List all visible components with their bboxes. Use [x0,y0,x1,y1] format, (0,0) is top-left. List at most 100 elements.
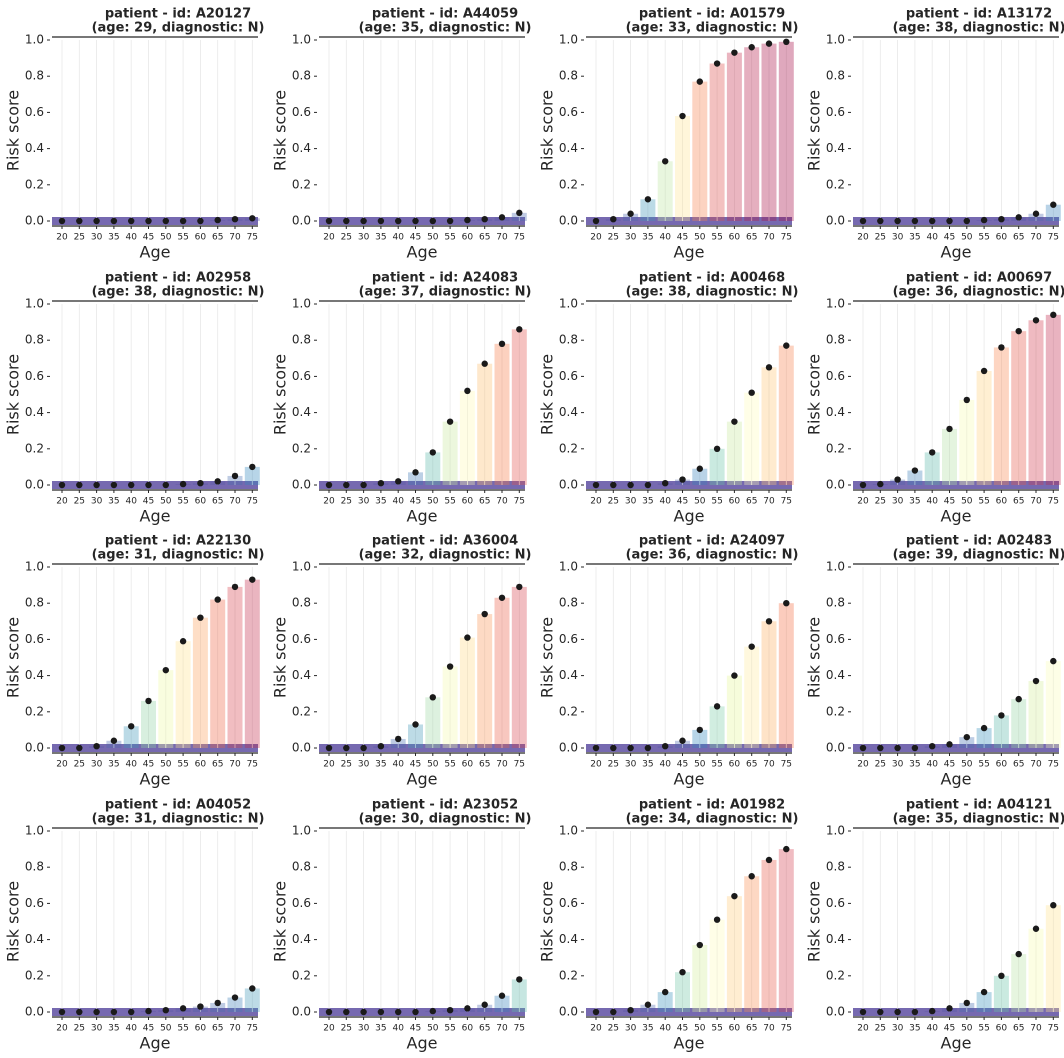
risk-dot [360,1008,367,1016]
panel: patient - id: A23052(age: 30, diagnostic… [271,798,532,1053]
y-tick-label: 0.6 [559,632,578,646]
x-tick-label: 35 [642,233,653,243]
risk-dot [946,1005,953,1012]
x-tick-label: 75 [514,760,525,770]
x-tick-label: 55 [444,497,455,507]
risk-spread [494,343,510,485]
panel-subtitle: (age: 38, diagnostic: N) [626,285,799,300]
x-tick-label: 45 [410,233,421,243]
risk-dot [929,742,936,750]
y-tick-label: 0.8 [826,69,845,83]
x-tick-label: 75 [1048,1024,1059,1034]
x-tick-label: 65 [746,760,757,770]
y-tick-label: 0.2 [25,968,44,982]
risk-spread [1045,905,1061,1012]
x-axis-label: Age [140,770,171,789]
x-tick-label: 65 [479,233,490,243]
panel: patient - id: A13172(age: 38, diagnostic… [805,7,1064,262]
x-tick-label: 20 [323,233,335,243]
x-tick-label: 25 [74,760,85,770]
risk-dot [464,634,471,641]
y-tick-label: 1.0 [559,297,578,311]
x-tick-label: 20 [56,1024,68,1034]
risk-spread [993,975,1009,1012]
risk-spread [761,367,777,485]
risk-dot [58,217,66,225]
risk-dot [464,216,471,224]
risk-dot [963,217,970,225]
y-tick-label: 0.2 [826,968,845,982]
risk-spread [244,579,260,748]
x-tick-label: 45 [944,1024,955,1034]
risk-dot [894,476,901,483]
y-tick-label: 1.0 [826,33,845,47]
risk-spread [640,1004,656,1012]
risk-dot [980,216,988,224]
x-tick-label: 50 [427,760,439,770]
y-tick-label: 0.6 [826,896,845,910]
x-tick-label: 65 [479,497,490,507]
baseline-band [319,481,525,489]
panel: patient - id: A02483(age: 39, diagnostic… [805,534,1064,789]
x-tick-label: 60 [996,760,1008,770]
y-tick-label: 0.4 [25,405,44,419]
x-axis-label: Age [674,243,705,262]
x-axis-label: Age [407,507,438,526]
x-tick-label: 75 [247,497,258,507]
x-tick-label: 45 [677,497,688,507]
y-tick-label: 0.0 [25,214,44,228]
x-tick-label: 45 [410,497,421,507]
x-axis-label: Age [407,770,438,789]
x-tick-label: 20 [857,233,869,243]
risk-dot [998,344,1005,351]
y-tick-label: 0.6 [25,105,44,119]
y-tick-label: 0.8 [25,860,44,874]
risk-dot [93,742,100,750]
risk-dot [877,217,884,225]
risk-dot [412,721,419,728]
risk-dot [498,340,506,348]
x-tick-label: 20 [56,760,68,770]
risk-dot [395,735,402,743]
risk-dot [464,1005,471,1012]
risk-spread [227,997,243,1012]
risk-dot [360,217,367,225]
risk-dot [343,217,350,225]
risk-dot [592,481,600,489]
x-tick-label: 30 [91,760,103,770]
risk-spread [976,728,992,748]
risk-dot [946,425,953,433]
risk-dot [58,744,66,752]
panel-title: patient - id: A02958 [105,271,251,286]
risk-dot [765,618,773,625]
risk-dot [783,600,790,607]
risk-dot [610,1008,617,1016]
x-tick-label: 60 [195,497,207,507]
x-tick-label: 20 [857,1024,869,1034]
x-tick-label: 30 [91,233,103,243]
baseline-band [586,744,792,752]
panel: patient - id: A00468(age: 38, diagnostic… [538,271,799,526]
x-tick-label: 50 [961,233,973,243]
y-tick-label: 0.2 [25,441,44,455]
risk-spread [390,738,406,748]
y-tick-label: 0.8 [25,333,44,347]
risk-dot [179,480,187,488]
risk-dot [929,449,936,456]
panel-subtitle: (age: 35, diagnostic: N) [893,812,1064,827]
panel-subtitle: (age: 33, diagnostic: N) [626,21,799,36]
risk-dot [110,1008,118,1016]
risk-spread [442,421,458,485]
risk-spread [244,988,260,1012]
y-tick-label: 0.2 [25,704,44,718]
x-tick-label: 70 [763,1024,775,1034]
x-tick-label: 30 [625,497,637,507]
x-axis-label: Age [407,243,438,262]
x-tick-label: 75 [247,233,258,243]
y-axis-label: Risk score [4,354,23,435]
risk-dot [110,217,118,225]
panel-title: patient - id: A22130 [105,534,251,549]
x-tick-label: 60 [195,1024,207,1034]
risk-spread [993,715,1009,748]
x-tick-label: 50 [427,1024,439,1034]
